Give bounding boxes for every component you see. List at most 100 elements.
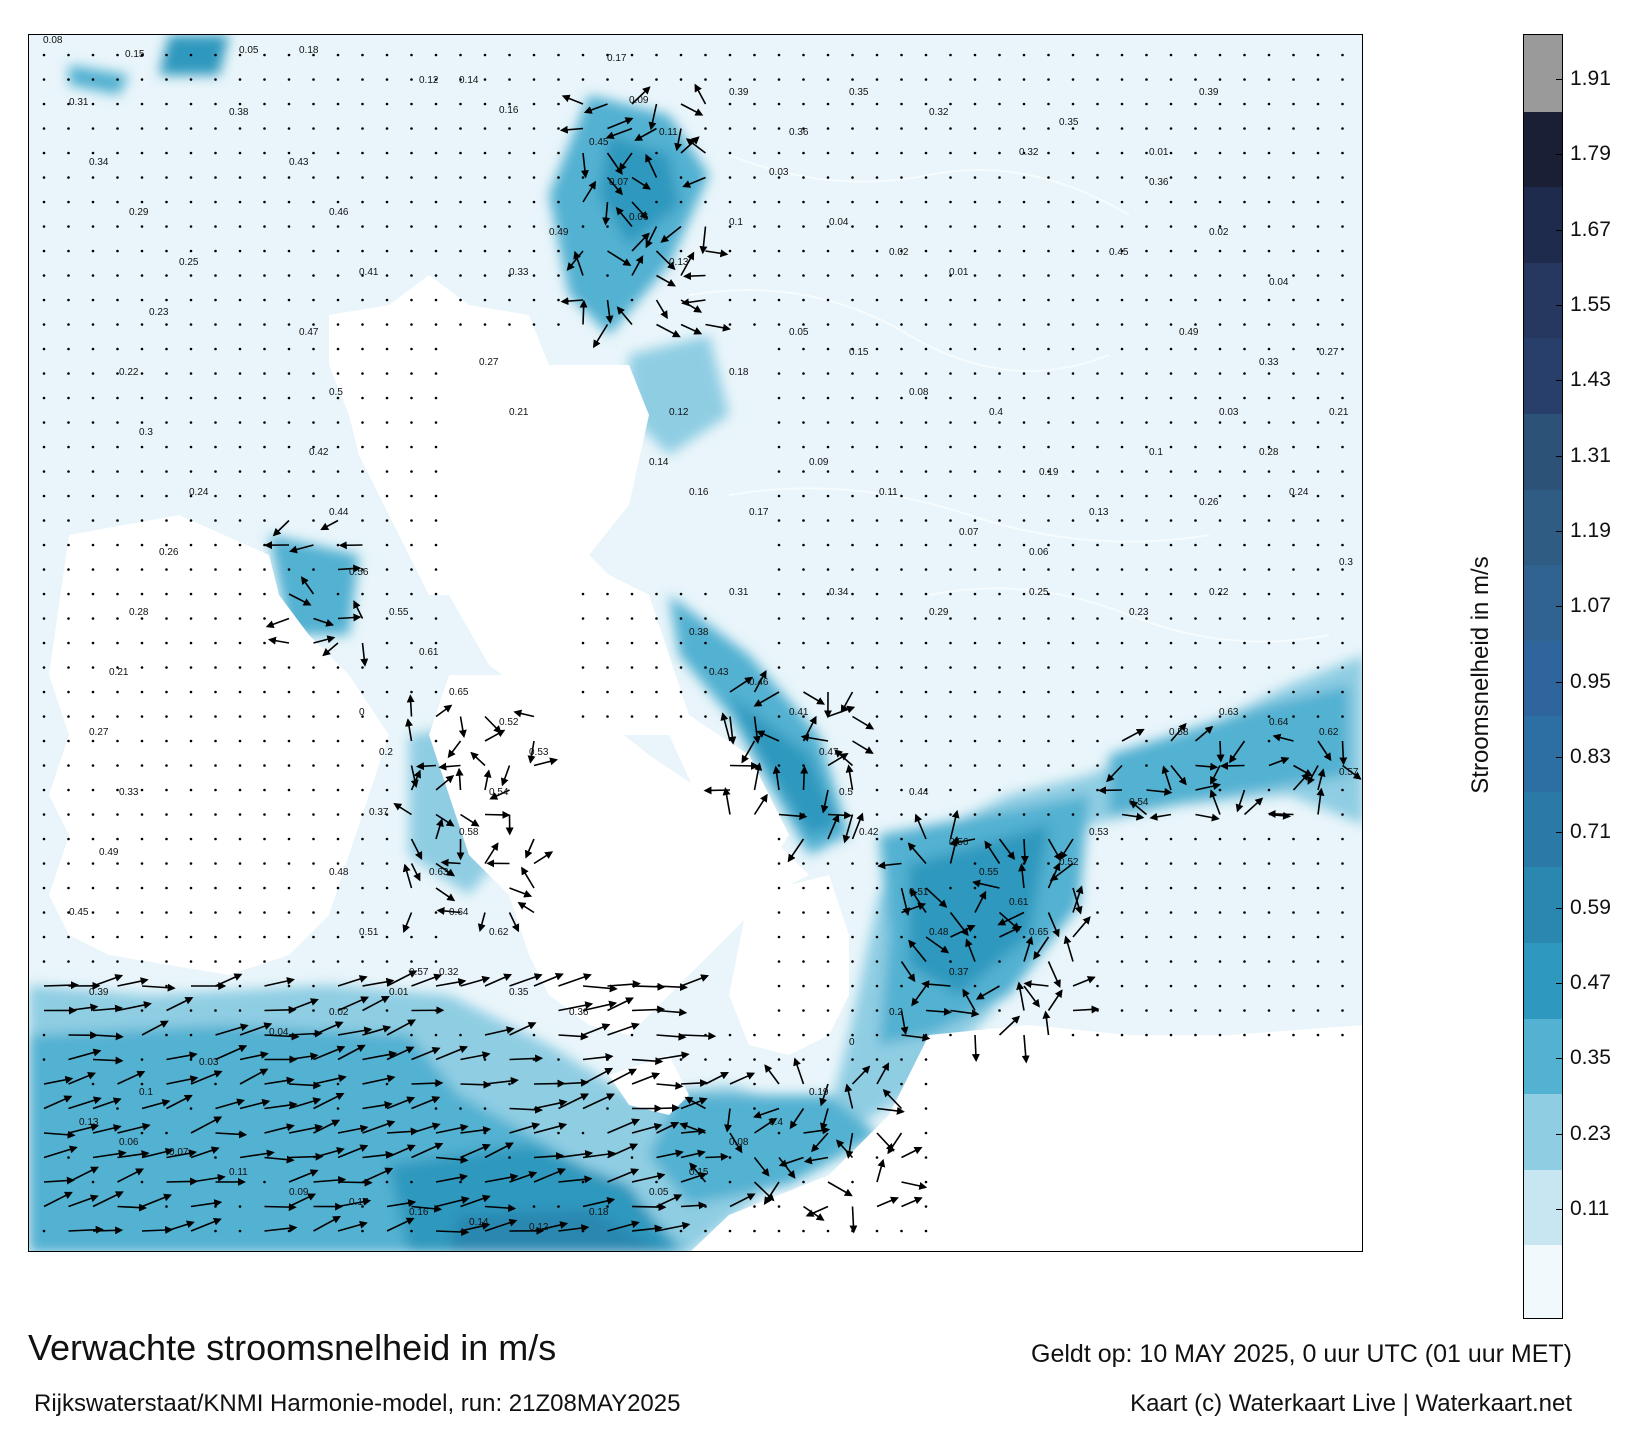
- grid-dot: [336, 886, 340, 890]
- current-arrow: [337, 564, 362, 573]
- grid-dot: [1120, 690, 1124, 694]
- grid-dot: [508, 249, 511, 253]
- current-arrow: [265, 617, 290, 629]
- grid-dot: [116, 323, 119, 326]
- speed-label: 0.36: [1149, 177, 1169, 188]
- grid-dot: [189, 592, 193, 596]
- land-gulf-west: [729, 875, 849, 1055]
- grid-dot: [1218, 396, 1222, 400]
- grid-dot: [189, 298, 193, 302]
- grid-dot: [214, 298, 217, 302]
- grid-dot: [532, 249, 536, 253]
- grid-dot: [361, 739, 364, 743]
- current-arrow: [264, 1076, 295, 1085]
- grid-dot: [263, 617, 266, 620]
- grid-dot: [336, 249, 340, 253]
- grid-dot: [1169, 494, 1173, 498]
- grid-dot: [1120, 935, 1124, 939]
- grid-dot: [1022, 690, 1026, 694]
- grid-dot: [410, 225, 413, 228]
- grid-dot: [165, 641, 168, 645]
- grid-dot: [1169, 960, 1173, 963]
- grid-dot: [312, 445, 315, 449]
- speed-label: 0.05: [789, 327, 809, 338]
- grid-dot: [1267, 1009, 1271, 1012]
- grid-dot: [557, 176, 560, 179]
- current-arrow: [117, 977, 149, 987]
- grid-dot: [900, 1058, 903, 1061]
- speed-label: 0.32: [439, 967, 459, 978]
- grid-dot: [1194, 617, 1197, 620]
- current-arrow: [1194, 725, 1214, 742]
- grid-dot: [189, 764, 193, 767]
- grid-dot: [336, 445, 340, 449]
- grid-dot: [385, 715, 389, 718]
- grid-dot: [875, 543, 879, 547]
- grid-dot: [1047, 176, 1050, 179]
- current-arrow: [411, 1142, 444, 1159]
- grid-dot: [1218, 543, 1222, 547]
- current-arrow: [402, 863, 413, 889]
- grid-dot: [1341, 347, 1344, 351]
- current-arrow: [729, 761, 760, 770]
- current-arrow: [92, 1097, 122, 1110]
- current-arrow: [68, 1072, 96, 1085]
- grid-dot: [900, 690, 903, 694]
- grid-dot: [704, 1205, 707, 1208]
- grid-dot: [826, 323, 830, 326]
- grid-dot: [385, 53, 389, 57]
- grid-dot: [1194, 347, 1197, 351]
- grid-dot: [606, 1058, 609, 1061]
- grid-dot: [1145, 78, 1148, 81]
- current-arrow: [602, 201, 611, 226]
- grid-dot: [434, 519, 438, 522]
- grid-dot: [998, 543, 1001, 547]
- grid-dot: [973, 666, 977, 669]
- grid-dot: [557, 274, 560, 277]
- current-arrow: [876, 1106, 905, 1115]
- grid-dot: [1267, 200, 1271, 204]
- current-arrow: [607, 1118, 640, 1134]
- grid-dot: [1169, 984, 1173, 988]
- speed-label: 0.47: [819, 747, 839, 758]
- grid-dot: [336, 225, 340, 228]
- grid-dot: [777, 323, 781, 326]
- grid-dot: [312, 886, 315, 890]
- current-arrow: [921, 980, 951, 989]
- speed-label: 0.15: [849, 347, 869, 358]
- grid-dot: [214, 960, 217, 963]
- grid-dot: [998, 568, 1001, 571]
- grid-dot: [483, 1131, 487, 1135]
- grid-dot: [949, 127, 952, 130]
- grid-dot: [851, 617, 854, 620]
- current-arrow: [410, 838, 423, 860]
- grid-dot: [263, 372, 266, 375]
- grid-dot: [312, 813, 315, 816]
- current-arrow: [1121, 728, 1145, 742]
- current-arrow: [92, 1149, 127, 1159]
- grid-dot: [1022, 445, 1026, 449]
- current-arrow: [778, 812, 808, 821]
- grid-dot: [165, 470, 168, 473]
- grid-dot: [826, 372, 830, 375]
- grid-dot: [900, 788, 903, 792]
- legend-band: [1524, 866, 1562, 944]
- current-arrow: [805, 1205, 829, 1217]
- speed-label: 0.02: [889, 247, 909, 258]
- grid-dot: [1267, 225, 1271, 228]
- grid-dot: [91, 372, 95, 375]
- speed-label: 0.13: [1089, 507, 1109, 518]
- grid-dot: [410, 494, 413, 498]
- grid-dot: [1194, 200, 1197, 204]
- grid-dot: [42, 298, 46, 302]
- grid-dot: [42, 470, 46, 473]
- grid-dot: [973, 445, 977, 449]
- current-arrow: [313, 1021, 344, 1036]
- speed-label: 0.09: [629, 95, 649, 106]
- grid-dot: [140, 764, 144, 767]
- grid-dot: [67, 445, 70, 449]
- grid-dot: [508, 200, 511, 204]
- grid-dot: [1096, 225, 1099, 228]
- speed-label: 0.33: [1259, 357, 1279, 368]
- grid-dot: [1047, 53, 1050, 57]
